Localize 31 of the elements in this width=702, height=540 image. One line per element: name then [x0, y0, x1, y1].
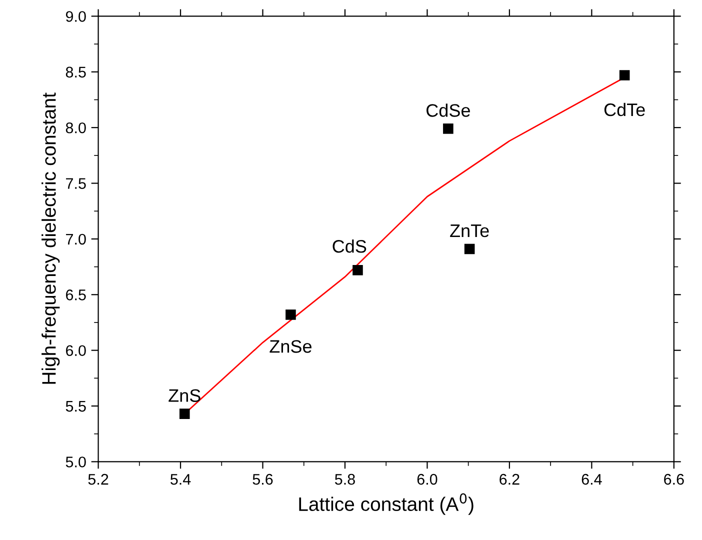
y-tick-label: 7.5: [66, 178, 86, 189]
x-tick-label: 6.4: [582, 474, 602, 485]
y-tick-label: 5.0: [66, 456, 86, 468]
x-tick-label: 5.6: [252, 474, 273, 485]
point: [179, 408, 190, 419]
x-tick-label: 6.0: [417, 474, 438, 485]
annotation: CdS: [332, 239, 366, 253]
x-tick-label: 5.4: [170, 474, 191, 485]
y-tick-label: 8.0: [66, 122, 86, 134]
y-axis-title: High-frequency dielectric constant: [42, 92, 60, 384]
annotation: ZnS: [168, 389, 200, 402]
annotation: ZnSe: [270, 340, 312, 353]
x-tick-label: 6.2: [500, 474, 520, 485]
point: [443, 124, 454, 134]
y-tick-label: 7.0: [66, 234, 86, 245]
annotation: ZnTe: [450, 224, 489, 238]
point: [352, 264, 363, 276]
x-axis-title: Lattice constant (A$^{0}$): [299, 493, 474, 515]
point: [464, 244, 475, 254]
x-tick-label: 6.6: [664, 474, 684, 485]
annotation: CdSe: [426, 104, 470, 117]
x-tick-label: 5.8: [334, 474, 355, 485]
annotation: CdTe: [604, 102, 645, 116]
point: [619, 70, 630, 80]
y-tick-label: 5.5: [66, 401, 86, 412]
x-tick-label: 5.2: [88, 474, 108, 485]
y-tick-label: 6.5: [66, 290, 86, 300]
y-tick-label: 8.5: [66, 66, 86, 78]
point: [286, 310, 296, 320]
y-tick-label: 6.0: [66, 345, 86, 356]
y-tick-label: 9.0: [66, 11, 86, 22]
